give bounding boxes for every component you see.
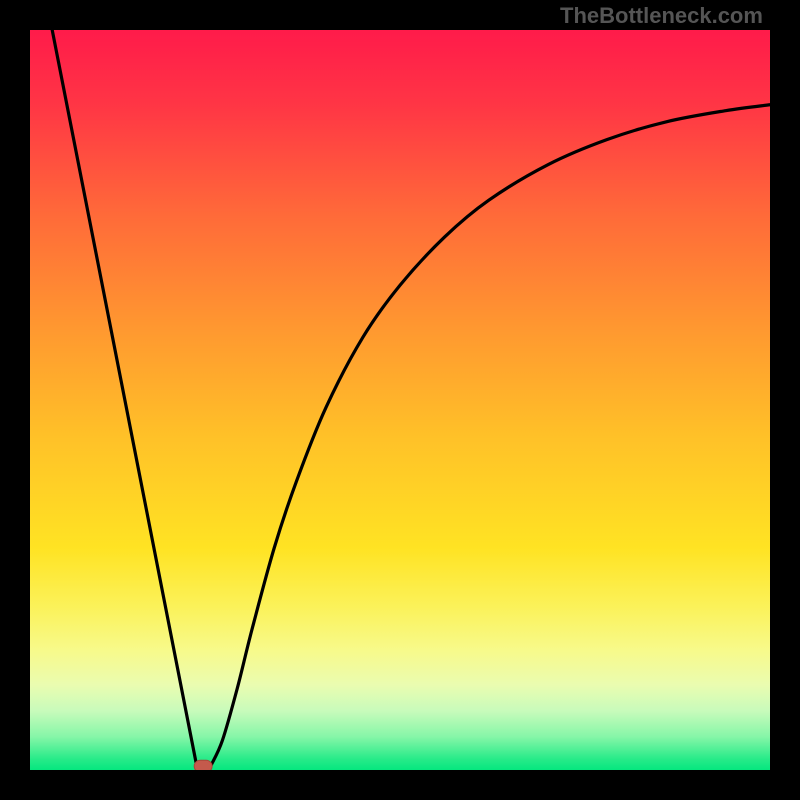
gradient-background xyxy=(30,30,770,770)
chart-svg xyxy=(30,30,770,770)
attribution-text: TheBottleneck.com xyxy=(560,3,763,29)
optimum-marker xyxy=(194,760,212,770)
plot-area xyxy=(30,30,770,770)
